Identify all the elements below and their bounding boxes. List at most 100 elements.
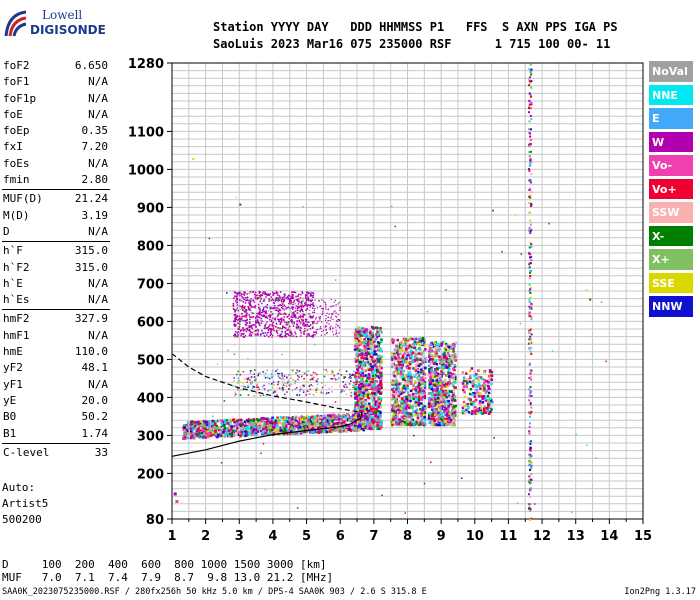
echo-point (409, 382, 413, 385)
echo-point (363, 405, 367, 408)
echo-point (356, 425, 359, 429)
echo-point (440, 392, 444, 396)
echo-point (392, 359, 396, 362)
echo-point (286, 429, 289, 433)
echo-point (291, 432, 294, 435)
echo-point (378, 410, 382, 414)
echo-point (250, 428, 253, 432)
echo-point (272, 317, 274, 320)
echo-point (430, 405, 433, 408)
echo-point (278, 299, 281, 302)
echo-point (374, 411, 377, 414)
echo-point (421, 359, 424, 363)
echo-point (284, 334, 286, 337)
echo-point (466, 408, 469, 411)
echo-point (396, 347, 400, 350)
echo-point (414, 342, 417, 346)
echo-point (183, 426, 187, 429)
echo-point (283, 309, 286, 311)
echo-point (283, 304, 286, 306)
echo-point (257, 321, 259, 324)
echo-point (299, 425, 302, 429)
echo-point (487, 378, 491, 382)
echo-point (277, 315, 279, 317)
echo-point (375, 385, 378, 389)
echo-point (447, 371, 450, 374)
echo-point (356, 399, 360, 403)
echo-point (368, 340, 371, 343)
y-tick-label: 700 (137, 277, 164, 292)
echo-point (447, 402, 450, 405)
echo-point (363, 369, 366, 373)
echo-point (361, 372, 364, 375)
echo-point (311, 292, 314, 294)
echo-point (252, 291, 255, 293)
echo-point (261, 294, 263, 296)
echo-point (380, 338, 383, 341)
param-value: 327.9 (74, 312, 108, 326)
echo-point (377, 405, 380, 409)
echo-point (285, 297, 287, 299)
echo-point (230, 428, 233, 431)
echo-point (361, 389, 365, 392)
echo-point (251, 324, 254, 327)
echo-point (405, 386, 409, 390)
echo-point (291, 335, 293, 337)
echo-point (183, 436, 187, 439)
echo-point (445, 410, 448, 414)
echo-point (234, 325, 237, 327)
echo-point (379, 381, 383, 385)
echo-point (420, 371, 423, 374)
echo-point (470, 412, 474, 416)
echo-point (272, 421, 276, 425)
echo-point (299, 323, 301, 326)
echo-point (264, 293, 267, 295)
echo-point (443, 408, 446, 412)
echo-point (306, 291, 309, 293)
echo-point (303, 430, 306, 434)
echo-point (442, 359, 445, 362)
echo-point (312, 326, 314, 328)
echo-point (304, 318, 307, 321)
echo-point (188, 425, 192, 428)
echo-point (276, 309, 278, 311)
echo-point (186, 432, 190, 435)
echo-point (295, 420, 298, 423)
echo-point (397, 353, 400, 356)
echo-point (300, 327, 302, 329)
echo-point (454, 376, 457, 379)
echo-point (265, 323, 267, 325)
echo-point (294, 421, 297, 425)
echo-point (444, 344, 448, 348)
echo-point (208, 425, 211, 429)
echo-point (292, 315, 295, 318)
echo-point (369, 392, 373, 396)
echo-point (293, 316, 296, 318)
echo-point (365, 408, 369, 411)
echo-point (434, 401, 438, 404)
echo-point (376, 402, 379, 406)
echo-point (368, 421, 372, 425)
echo-point (204, 421, 207, 424)
echo-point (214, 426, 217, 429)
echo-point (367, 409, 370, 413)
echo-point (401, 356, 404, 359)
echo-point (418, 383, 422, 386)
echo-point (312, 315, 315, 317)
echo-point (435, 391, 438, 394)
echo-point (234, 318, 236, 320)
echo-point (248, 314, 250, 316)
echo-point (371, 351, 374, 354)
echo-point (302, 310, 304, 313)
echo-point (489, 376, 492, 379)
echo-point (312, 322, 315, 324)
echo-point (271, 307, 273, 310)
echo-point (409, 423, 412, 427)
echo-point (357, 380, 361, 384)
echo-point (430, 423, 433, 426)
param-label: yE (3, 393, 17, 407)
echo-point (268, 420, 272, 424)
echo-point (239, 294, 241, 297)
echo-point (257, 303, 260, 306)
echo-point (280, 307, 283, 309)
